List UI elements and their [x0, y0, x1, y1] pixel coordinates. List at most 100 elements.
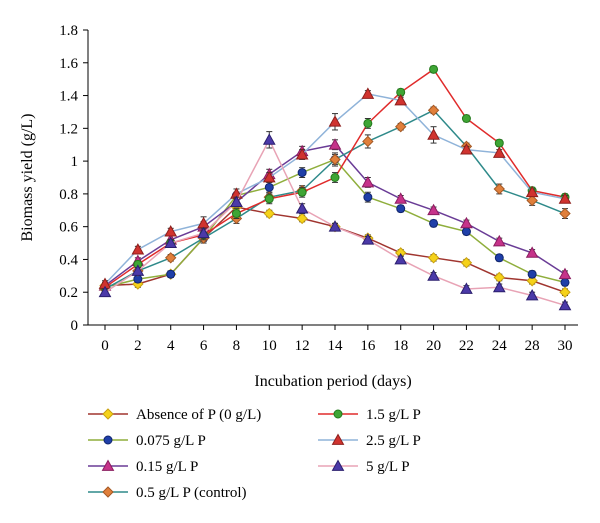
- y-axis-title: Biomass yield (g/L): [19, 114, 36, 242]
- data-point: [558, 267, 572, 280]
- data-point: [427, 128, 440, 140]
- data-point: [461, 227, 471, 237]
- x-tick-label: 2: [134, 338, 142, 354]
- data-point: [460, 282, 473, 294]
- data-point: [264, 194, 274, 204]
- data-point: [231, 209, 241, 219]
- legend-swatch-marker: [102, 408, 114, 420]
- data-point: [361, 87, 375, 99]
- data-point: [131, 243, 145, 255]
- data-point: [164, 236, 178, 248]
- data-point: [494, 253, 504, 263]
- data-point: [361, 175, 375, 188]
- data-point: [427, 269, 440, 281]
- data-point: [363, 118, 373, 128]
- y-tick-label: 0.4: [59, 252, 78, 268]
- data-point: [329, 153, 341, 166]
- data-point: [296, 212, 308, 225]
- legend-item: 5 g/L P: [318, 459, 410, 475]
- data-point: [166, 269, 176, 279]
- data-point: [427, 252, 440, 264]
- data-point: [396, 204, 406, 214]
- y-tick-label: 1.8: [59, 23, 78, 39]
- x-tick-label: 16: [360, 338, 376, 354]
- data-point: [526, 194, 538, 207]
- series-layer: [98, 64, 572, 311]
- data-point: [492, 234, 506, 247]
- data-point: [429, 64, 439, 74]
- data-point: [165, 252, 177, 264]
- series-line: [104, 109, 566, 290]
- data-point: [262, 133, 276, 145]
- data-point: [526, 275, 538, 287]
- data-point: [230, 195, 243, 207]
- data-point: [394, 192, 408, 204]
- y-tick-label: 1.6: [59, 56, 78, 72]
- x-tick-label: 28: [525, 338, 540, 354]
- data-point: [559, 286, 571, 298]
- data-point: [330, 173, 340, 182]
- y-tick-label: 0.8: [59, 187, 78, 203]
- data-point: [262, 170, 276, 183]
- data-point: [197, 226, 210, 239]
- legend-label: 1.5 g/L P: [366, 407, 421, 423]
- data-point: [559, 207, 571, 220]
- y-axis-ticks: 0 0.2 0.4 0.6 0.8 1 1.2 1.4 1.6 1.8: [59, 23, 88, 334]
- data-point: [263, 207, 275, 220]
- data-point: [264, 182, 274, 192]
- legend-label: 2.5 g/L P: [366, 433, 421, 449]
- data-point: [558, 298, 572, 311]
- data-point: [295, 202, 309, 214]
- data-point: [492, 146, 506, 158]
- legend-item: Absence of P (0 g/L): [88, 407, 261, 423]
- y-tick-label: 0.2: [59, 285, 78, 301]
- data-point: [493, 183, 505, 195]
- x-tick-label: 0: [101, 338, 109, 354]
- x-axis-title: Incubation period (days): [254, 373, 411, 390]
- legend-label: Absence of P (0 g/L): [136, 407, 261, 423]
- data-point: [328, 220, 342, 232]
- data-point: [362, 135, 374, 148]
- data-point: [525, 185, 539, 198]
- legend-item: 0.15 g/L P: [88, 459, 198, 475]
- data-point: [525, 288, 539, 301]
- data-point: [295, 148, 309, 160]
- legend-item: 0.075 g/L P: [88, 433, 206, 449]
- y-tick-label: 1: [71, 154, 79, 170]
- series-6: [98, 87, 572, 289]
- series-4: [99, 104, 571, 295]
- data-point: [427, 203, 440, 216]
- data-point: [395, 120, 407, 133]
- legend-swatch-marker: [333, 409, 343, 419]
- data-point: [429, 218, 439, 228]
- data-point: [328, 138, 342, 150]
- data-point: [394, 252, 408, 265]
- data-point: [328, 115, 342, 127]
- data-point: [460, 143, 473, 155]
- x-tick-label: 20: [426, 338, 441, 354]
- y-tick-label: 1.2: [59, 121, 78, 137]
- x-tick-label: 4: [167, 338, 175, 354]
- data-point: [558, 192, 572, 204]
- data-point: [297, 168, 307, 178]
- legend-item: 1.5 g/L P: [318, 407, 421, 423]
- x-tick-label: 18: [393, 338, 408, 354]
- legend-swatch-marker: [331, 433, 345, 445]
- data-point: [460, 216, 473, 229]
- x-tick-label: 22: [459, 338, 474, 354]
- data-point: [460, 257, 473, 269]
- data-point: [361, 233, 375, 245]
- data-point: [363, 192, 373, 202]
- x-tick-label: 6: [200, 338, 208, 354]
- data-point: [98, 285, 112, 298]
- x-axis-ticks: 0 2 4 6 8 10 12 14 16 18 20 22 24 28 30: [101, 325, 573, 354]
- legend-swatch-marker: [103, 435, 113, 445]
- data-point: [494, 138, 504, 148]
- data-point: [525, 246, 539, 258]
- y-tick-label: 1.4: [59, 89, 78, 105]
- data-point: [560, 277, 570, 287]
- y-tick-label: 0: [71, 318, 79, 334]
- legend-label: 5 g/L P: [366, 459, 410, 475]
- legend: Absence of P (0 g/L) 0.075 g/L P 0.15 g/L …: [88, 407, 421, 501]
